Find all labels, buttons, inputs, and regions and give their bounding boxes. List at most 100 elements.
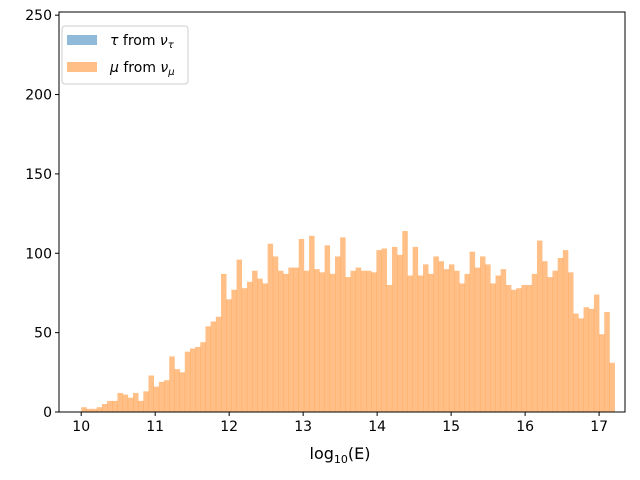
histogram-bar-series-1 [599,334,605,412]
histogram-bar-series-1 [386,285,393,412]
histogram-bar-series-1 [355,267,362,412]
histogram-bar-series-1 [412,246,419,412]
histogram-bar-series-1 [117,392,123,412]
histogram-bar-series-1 [366,270,372,412]
histogram-bar-series-1 [205,326,211,412]
histogram-bar-series-1 [86,408,92,412]
histogram-bar-series-1 [283,273,289,412]
histogram-bar-series-1 [433,256,439,412]
histogram-bar-series-1 [272,256,279,412]
histogram-bar-series-1 [495,275,501,412]
histogram-bar-series-1 [288,267,294,412]
histogram-bar-series-1 [246,281,253,412]
histogram-bar-series-1 [314,269,320,412]
legend-label-mu: μ from νμ [109,60,175,78]
histogram-bar-series-1 [143,391,149,412]
y-tick-label: 250 [25,8,52,24]
histogram-bar-series-1 [210,321,217,412]
histogram-bar-series-1 [81,407,87,412]
x-tick-label: 11 [146,419,164,435]
y-tick-label: 200 [25,88,52,104]
histogram-bar-series-1 [91,408,98,412]
histogram-bar-series-1 [360,270,367,412]
histogram-bar-series-1 [485,264,491,412]
histogram-bar-series-1 [324,245,331,412]
histogram-bar-series-1 [334,256,341,412]
x-tick-label: 14 [368,419,386,435]
histogram-bar-series-1 [428,273,434,412]
histogram-bar-series-1 [609,362,615,412]
histogram-bar-series-1 [500,269,507,412]
y-tick-label: 0 [43,405,52,421]
histogram-bar-series-1 [262,283,268,412]
histogram-bar-series-1 [547,277,553,412]
histogram-bar-series-1 [438,261,445,412]
histogram-bar-series-1 [578,318,584,412]
histogram-bar-series-1 [293,267,300,412]
histogram-bar-series-1 [278,270,284,412]
histogram-bar-series-1 [164,380,170,412]
histogram-bar-series-1 [443,269,450,412]
histogram-bar-series-1 [132,392,139,412]
histogram-bar-series-1 [417,275,424,412]
x-tick-label: 15 [442,419,460,435]
histogram-bar-series-1 [340,237,346,412]
histogram-bar-series-1 [298,238,305,412]
histogram-bar-series-1 [257,278,263,412]
histogram-bar-series-1 [479,256,486,412]
legend-swatch-tau [67,35,97,45]
histogram-bar-series-1 [138,400,144,412]
histogram-bar-series-1 [153,386,160,412]
x-axis-label: log10(E) [310,444,371,466]
histogram-bar-series-1 [226,299,232,412]
histogram-bar-series-1 [511,289,517,412]
legend: τ from ντ μ from νμ [61,25,189,85]
histogram-bar-series-1 [397,254,403,412]
histogram-bar-series-1 [96,407,103,412]
histogram-bar-series-1 [101,404,108,412]
histogram-bar-series-1 [112,400,118,412]
histogram-bar-series-1 [303,270,310,412]
histogram-bar-series-1 [200,342,206,412]
histogram-bar-series-1 [169,356,175,412]
histogram-bar-series-1 [371,272,377,412]
y-tick-label: 150 [25,167,52,183]
histogram-bar-series-1 [516,288,522,412]
histogram-bar-series-1 [552,270,558,412]
y-tick-label: 100 [25,246,52,262]
histogram-bar-series-1 [588,308,595,412]
x-tick-label: 10 [72,419,90,435]
x-tick-label: 16 [516,419,534,435]
histogram-bar-series-1 [407,275,413,412]
histogram-bar-series-1 [526,285,533,412]
histogram-bar-series-1 [381,248,388,412]
histogram-bar-series-1 [604,312,610,412]
histogram-bar-series-1 [402,231,408,412]
histogram-bar-series-1 [195,346,201,412]
histogram-bar-series-1 [474,267,481,412]
histogram-bar-series-1 [267,243,274,412]
histogram-bar-series-1 [593,294,600,412]
legend-swatch-mu [67,62,97,72]
histogram-bar-series-1 [521,285,527,412]
histogram-bar-series-1 [459,283,465,412]
y-tick-label: 50 [34,326,52,342]
histogram-bar-series-1 [241,288,248,412]
histogram-bar-series-1 [583,307,590,412]
histogram-bar-series-1 [542,261,548,412]
histogram-bar-series-1 [122,394,129,412]
x-tick-label: 12 [220,419,238,435]
histogram-bar-series-1 [127,397,134,412]
histogram-bar-series-1 [536,240,543,412]
histogram-bar-series-1 [448,264,455,412]
histogram-bar-series-1 [179,372,186,412]
y-axis-ticks: 0 50 100 150 200 250 [25,8,59,421]
histogram-bar-series-1 [189,348,196,412]
histogram-bar-series-1 [252,270,258,412]
x-axis-ticks: 10 11 12 13 14 15 16 17 [72,412,608,435]
histogram-bar-series-1 [490,283,496,412]
histogram-bar-series-1 [236,259,243,412]
histogram-bar-series-1 [215,316,222,412]
histogram-bar-series-1 [454,270,460,412]
